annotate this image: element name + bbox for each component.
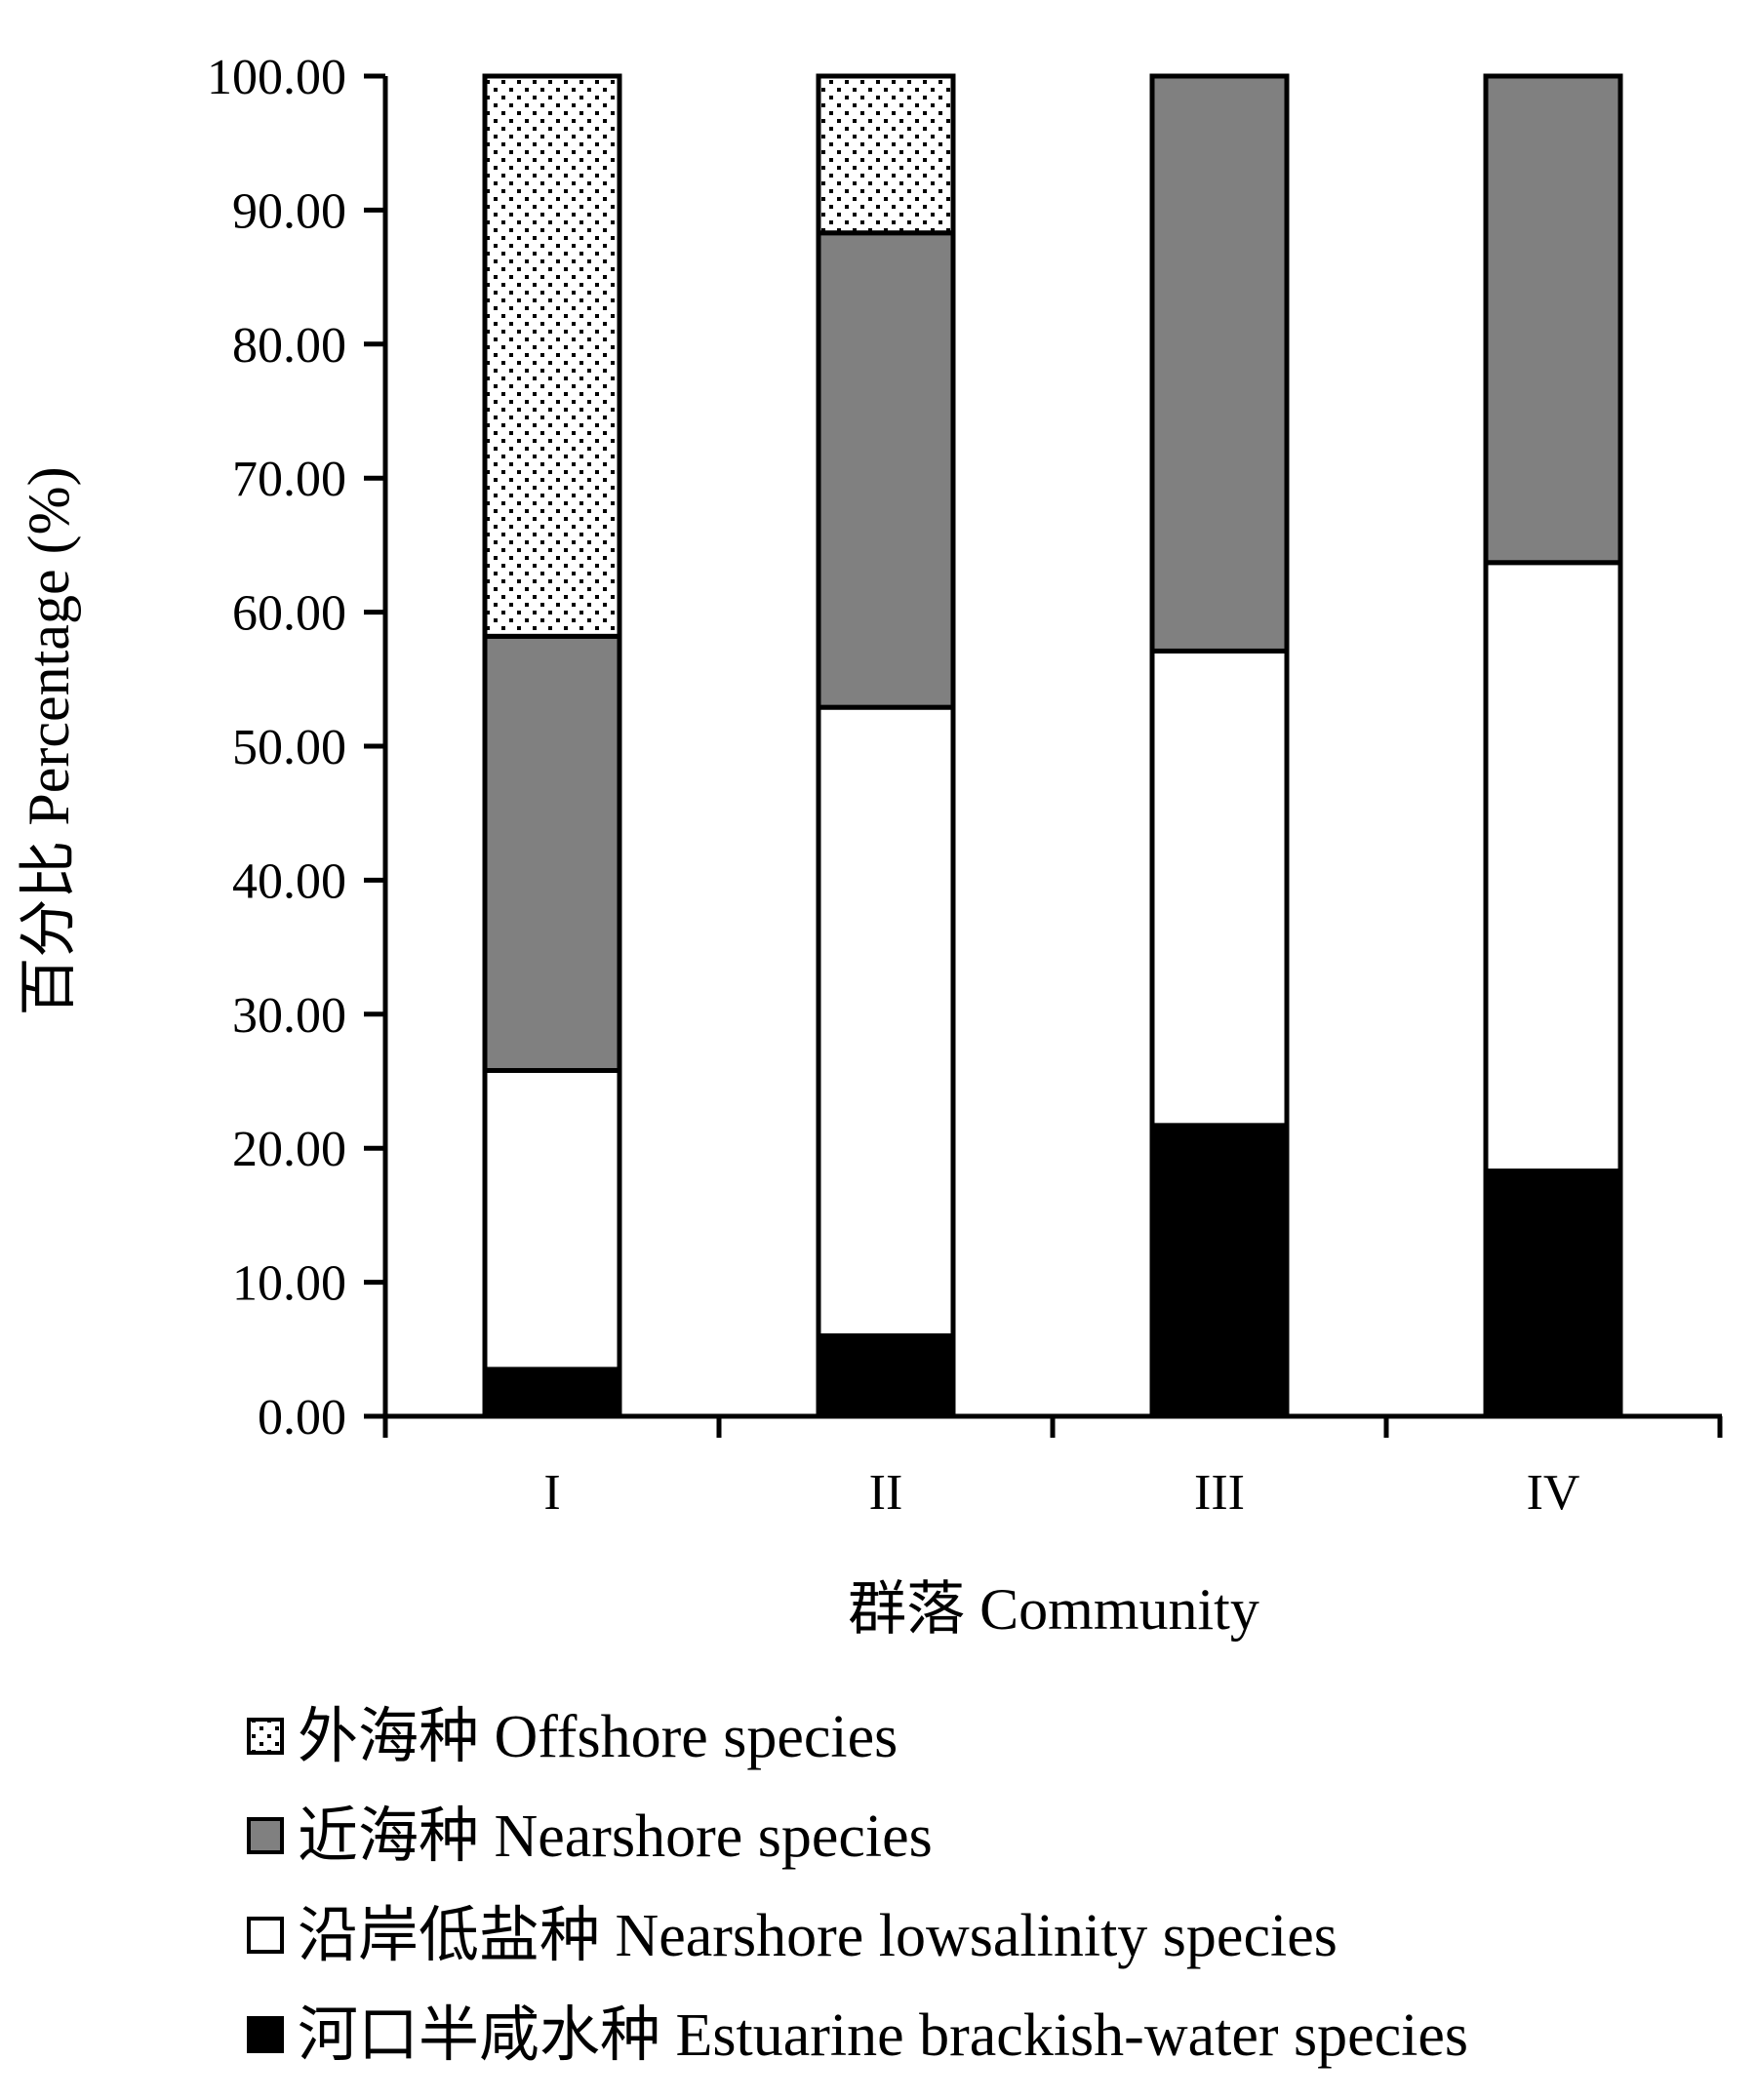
y-tick-label: 30.00 (232, 988, 346, 1044)
x-tick-label-iv: IV (1527, 1465, 1580, 1521)
x-tick-label-i: I (543, 1465, 560, 1521)
bar-segment-nearshore-lowsalinity-species-iv (1483, 560, 1623, 1174)
legend-swatch (247, 1817, 284, 1854)
y-tick-label: 50.00 (232, 720, 346, 775)
bar-segment-offshore-species-i (482, 73, 622, 639)
legend-swatch (247, 1917, 284, 1954)
y-tick-label: 10.00 (232, 1256, 346, 1312)
y-tick-label: 60.00 (232, 586, 346, 642)
bar-segment-nearshore-species-i (482, 633, 622, 1074)
bar-segment-estuarine-brackish-water-species-iii (1149, 1123, 1290, 1419)
x-tick-label-ii: II (869, 1465, 903, 1521)
bar-segment-nearshore-species-iv (1483, 73, 1623, 566)
legend-label: 沿岸低盐种 Nearshore lowsalinity species (298, 1903, 1338, 1969)
legend-label: 河口半咸水种 Estuarine brackish-water species (298, 2002, 1468, 2069)
legend-label: 近海种 Nearshore species (298, 1803, 933, 1870)
legend-swatch (247, 2016, 284, 2053)
bar-segment-nearshore-lowsalinity-species-i (482, 1068, 622, 1372)
y-tick-label: 20.00 (232, 1122, 346, 1177)
legend-label: 外海种 Offshore species (298, 1704, 898, 1770)
y-tick-label: 100.00 (207, 50, 346, 105)
x-axis-title: 群落 Community (848, 1577, 1259, 1642)
y-tick-label: 0.00 (258, 1390, 346, 1446)
bars (482, 73, 1623, 1419)
bar-segment-estuarine-brackish-water-species-i (482, 1367, 622, 1419)
legend: 外海种 Offshore species 近海种 Nearshore specie… (247, 1704, 1468, 2069)
y-tick-label: 90.00 (232, 183, 346, 239)
bar-segment-nearshore-species-ii (816, 230, 956, 710)
bar-segment-estuarine-brackish-water-species-ii (816, 1333, 956, 1419)
legend-item-offshore-species: 外海种 Offshore species (247, 1704, 898, 1770)
bar-segment-estuarine-brackish-water-species-iv (1483, 1169, 1623, 1419)
legend-swatch (247, 1718, 284, 1755)
bar-segment-offshore-species-ii (816, 73, 956, 236)
bar-segment-nearshore-lowsalinity-species-ii (816, 704, 956, 1339)
y-axis-title: 百分比 Percentage (%) (17, 466, 81, 1015)
y-axis-ticks: 0.00 10.00 20.00 30.00 40.00 50.00 60.00 70.00 8… (207, 50, 385, 1446)
x-axis-ticks: I II III IV (382, 1416, 1723, 1521)
plot-area: 0.00 10.00 20.00 30.00 40.00 50.00 60.00 70.00 8… (207, 50, 1723, 1521)
bar-segment-nearshore-lowsalinity-species-iii (1149, 648, 1290, 1129)
legend-item-estuarine-brackish-water-species: 河口半咸水种 Estuarine brackish-water species (247, 2002, 1468, 2069)
x-tick-label-iii: III (1194, 1465, 1245, 1521)
y-tick-label: 70.00 (232, 452, 346, 507)
bar-segment-nearshore-species-iii (1149, 73, 1290, 654)
y-tick-label: 80.00 (232, 318, 346, 374)
y-tick-label: 40.00 (232, 853, 346, 909)
legend-item-nearshore-species: 近海种 Nearshore species (247, 1803, 933, 1870)
legend-item-nearshore-lowsalinity-species: 沿岸低盐种 Nearshore lowsalinity species (247, 1903, 1338, 1969)
